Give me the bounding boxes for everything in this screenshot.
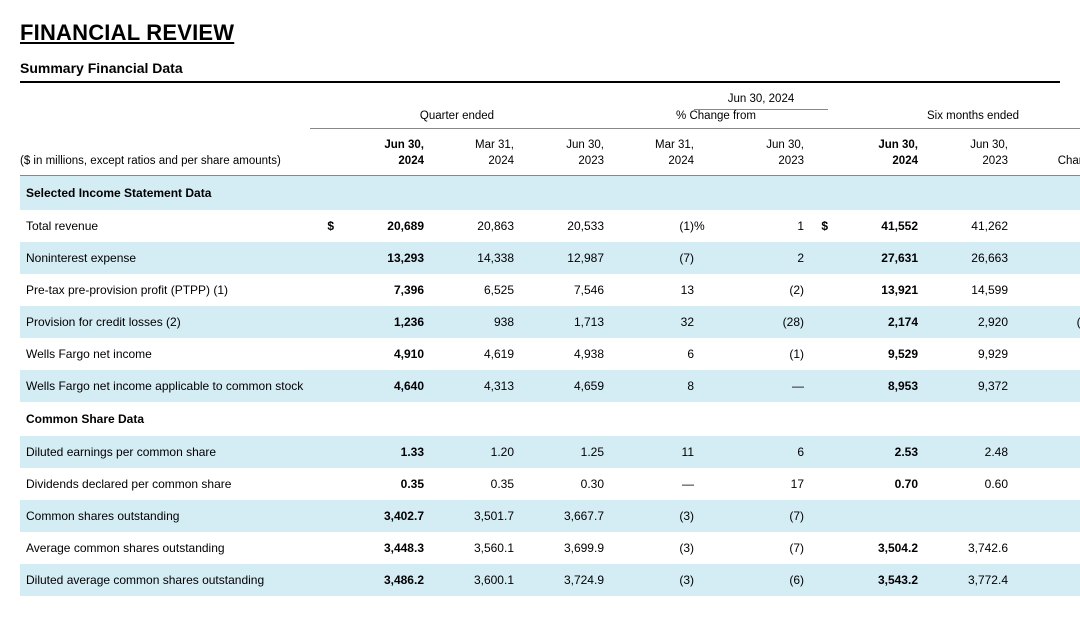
table-row: Dividends declared per common share0.350… [20,468,1080,500]
row-label: Wells Fargo net income applicable to com… [20,370,310,402]
row-label: Noninterest expense [20,242,310,274]
financial-table: Jun 30, 2024Quarter ended% Change fromSi… [20,87,1080,596]
table-row: Wells Fargo net income applicable to com… [20,370,1080,402]
table-row: Average common shares outstanding3,448.3… [20,532,1080,564]
row-label: Dividends declared per common share [20,468,310,500]
section-header: Common Share Data [20,402,1080,436]
super-header: Jun 30, 2024 [694,87,828,110]
table-row: Common shares outstanding3,402.73,501.73… [20,500,1080,532]
row-label: Pre-tax pre-provision profit (PTPP) (1) [20,274,310,306]
table-row: Diluted earnings per common share1.331.2… [20,436,1080,468]
section-header: Selected Income Statement Data [20,176,1080,211]
row-label: Diluted average common shares outstandin… [20,564,310,596]
row-label: Wells Fargo net income [20,338,310,370]
row-label: Diluted earnings per common share [20,436,310,468]
col-header-row-2: ($ in millions, except ratios and per sh… [20,151,1080,176]
group-header-row: Quarter ended% Change fromSix months end… [20,110,1080,129]
section-label: Selected Income Statement Data [20,176,1080,211]
divider [20,81,1060,83]
row-label: Common shares outstanding [20,500,310,532]
section-subtitle: Summary Financial Data [20,60,1060,76]
row-label: Average common shares outstanding [20,532,310,564]
col-header-row-1: Jun 30,Mar 31,Jun 30,Mar 31,Jun 30,Jun 3… [20,129,1080,152]
units-note: ($ in millions, except ratios and per sh… [20,151,310,176]
table-row: Diluted average common shares outstandin… [20,564,1080,596]
table-row: Total revenue$20,68920,86320,533(1)%1$41… [20,210,1080,242]
section-label: Common Share Data [20,402,1080,436]
row-label: Total revenue [20,210,310,242]
table-row: Noninterest expense13,29314,33812,987(7)… [20,242,1080,274]
table-row: Pre-tax pre-provision profit (PTPP) (1)7… [20,274,1080,306]
row-label: Provision for credit losses (2) [20,306,310,338]
super-header-row: Jun 30, 2024 [20,87,1080,110]
group-six-months: Six months ended [828,110,1080,129]
group-quarter-ended: Quarter ended [310,110,604,129]
table-row: Provision for credit losses (2)1,2369381… [20,306,1080,338]
page-title: FINANCIAL REVIEW [20,20,1060,46]
table-row: Wells Fargo net income4,9104,6194,9386(1… [20,338,1080,370]
group-pct-change: % Change from [604,110,828,129]
